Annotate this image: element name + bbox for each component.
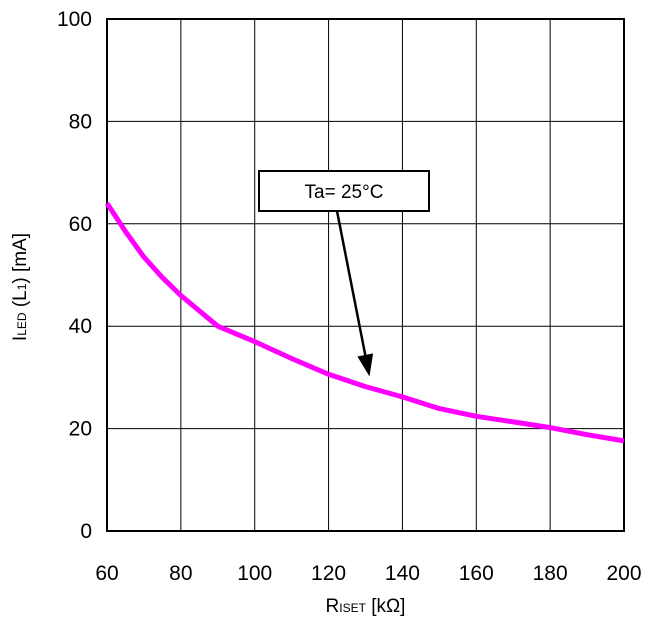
series-line-0 <box>104 201 625 444</box>
y-tick-label-80: 80 <box>69 110 92 133</box>
y-tick-label-60: 60 <box>69 213 92 236</box>
plot-frame <box>106 18 625 532</box>
series-layer <box>104 201 625 444</box>
y-tick-label-20: 20 <box>69 418 92 441</box>
y-tick-label-40: 40 <box>69 315 92 338</box>
y-axis-title-mid: (L <box>10 290 31 312</box>
x-axis-title-sub: ISET <box>339 601 366 615</box>
x-tick-label-200: 200 <box>606 562 641 585</box>
x-axis-title-main: R <box>326 596 340 617</box>
annotation-box <box>258 170 430 212</box>
x-tick-label-180: 180 <box>533 562 568 585</box>
x-tick-label-80: 80 <box>169 562 192 585</box>
x-tick-label-160: 160 <box>459 562 494 585</box>
annotation-arrowhead <box>357 353 374 377</box>
x-axis-title-unit: [kΩ] <box>366 596 406 617</box>
y-tick-labels: 0 20 40 60 80 100 <box>57 8 92 543</box>
x-tick-label-100: 100 <box>237 562 272 585</box>
x-tick-label-120: 120 <box>311 562 346 585</box>
y-axis-title-unit: ) [mA] <box>10 233 31 284</box>
y-axis-title-sub: LED <box>15 312 29 336</box>
annotation-label: Ta= 25°C <box>305 182 384 203</box>
annotation-arrow <box>335 210 367 356</box>
y-axis-title-main: I <box>10 336 31 341</box>
x-axis-title: RISET [kΩ] <box>326 596 406 617</box>
x-tick-label-60: 60 <box>95 562 118 585</box>
y-axis-title-sub2: 1 <box>15 283 29 290</box>
y-tick-label-0: 0 <box>80 520 92 543</box>
y-tick-label-100: 100 <box>57 8 92 31</box>
annotation: Ta= 25°C <box>258 170 430 377</box>
grid-lines <box>107 19 624 531</box>
y-axis-title: ILED (L1) [mA] <box>10 233 31 341</box>
x-tick-labels: 60 80 100 120 140 160 180 200 <box>95 562 641 585</box>
x-tick-label-140: 140 <box>385 562 420 585</box>
